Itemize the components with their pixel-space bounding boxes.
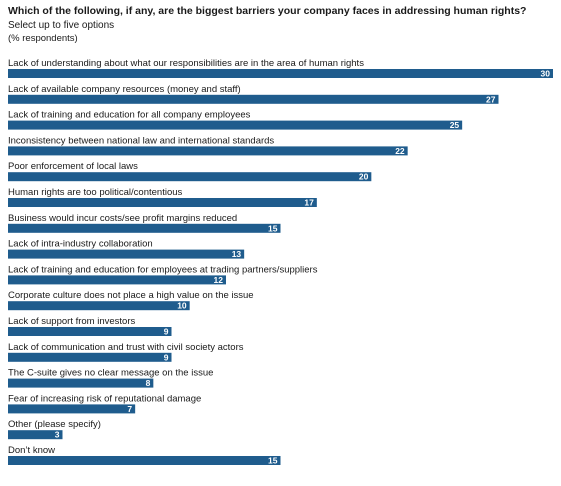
value-label: 30 bbox=[541, 69, 551, 79]
value-label: 9 bbox=[164, 327, 169, 337]
bar bbox=[8, 172, 372, 182]
bar bbox=[8, 69, 553, 78]
category-label: Other (please specify) bbox=[8, 419, 101, 430]
value-label: 13 bbox=[232, 249, 242, 259]
category-label: Poor enforcement of local laws bbox=[8, 161, 138, 172]
bar bbox=[8, 327, 172, 336]
category-label: Lack of available company resources (mon… bbox=[8, 84, 241, 95]
bar bbox=[8, 404, 136, 414]
category-label: Lack of training and education for emplo… bbox=[8, 264, 318, 275]
value-label: 15 bbox=[268, 456, 278, 466]
value-label: 3 bbox=[55, 430, 60, 440]
bar bbox=[8, 378, 154, 388]
bar bbox=[8, 94, 499, 104]
bar bbox=[8, 223, 281, 233]
value-label: 10 bbox=[177, 301, 187, 311]
value-label: 12 bbox=[214, 275, 224, 285]
category-label: Corporate culture does not place a high … bbox=[8, 290, 254, 301]
category-label: Lack of training and education for all c… bbox=[8, 110, 251, 121]
bar bbox=[8, 352, 172, 362]
bar bbox=[8, 301, 190, 311]
value-label: 20 bbox=[359, 172, 369, 182]
value-label: 7 bbox=[127, 404, 132, 414]
category-label: The C-suite gives no clear message on th… bbox=[8, 368, 213, 379]
bar bbox=[8, 456, 281, 465]
category-label: Human rights are too political/contentio… bbox=[8, 187, 183, 198]
bar bbox=[8, 198, 317, 207]
chart-note: (% respondents) bbox=[8, 33, 78, 44]
value-label: 8 bbox=[146, 378, 151, 388]
value-label: 27 bbox=[486, 94, 496, 104]
bar bbox=[8, 430, 63, 440]
value-label: 15 bbox=[268, 223, 278, 233]
category-label: Don’t know bbox=[8, 445, 55, 456]
chart-subtitle: Select up to five options bbox=[8, 20, 115, 31]
category-label: Lack of intra-industry collaboration bbox=[8, 239, 153, 250]
category-label: Business would incur costs/see profit ma… bbox=[8, 213, 237, 224]
category-label: Lack of communication and trust with civ… bbox=[8, 342, 244, 353]
bar bbox=[8, 146, 408, 156]
chart-title: Which of the following, if any, are the … bbox=[8, 5, 527, 17]
category-label: Lack of understanding about what our res… bbox=[8, 58, 364, 69]
bar bbox=[8, 249, 245, 259]
value-label: 9 bbox=[164, 352, 169, 362]
bar bbox=[8, 275, 226, 285]
bar bbox=[8, 120, 463, 130]
value-label: 17 bbox=[304, 198, 314, 208]
category-label: Inconsistency between national law and i… bbox=[8, 135, 274, 146]
category-label: Lack of support from investors bbox=[8, 316, 135, 327]
category-label: Fear of increasing risk of reputational … bbox=[8, 393, 201, 404]
value-label: 25 bbox=[450, 120, 460, 130]
value-label: 22 bbox=[395, 146, 405, 156]
